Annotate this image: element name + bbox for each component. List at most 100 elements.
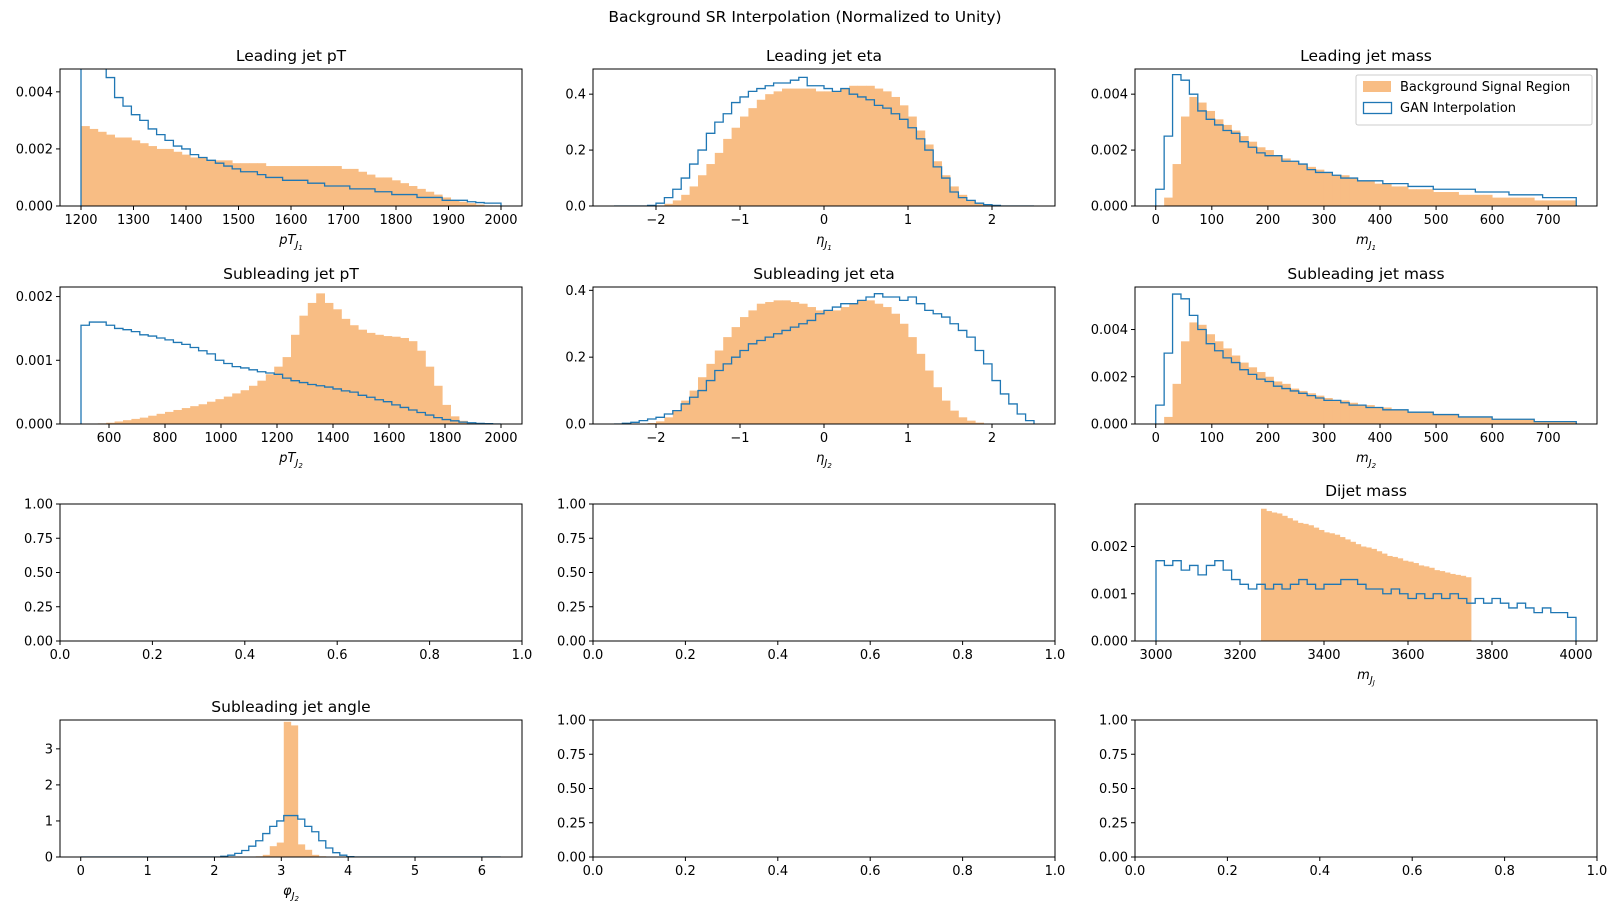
x-tick-label: 5 (411, 864, 419, 879)
bar (1231, 130, 1241, 206)
x-tick-label: 600 (1480, 431, 1505, 446)
bar (375, 334, 384, 424)
bar (966, 200, 976, 206)
bar (689, 186, 699, 206)
bar (1399, 409, 1409, 424)
x-tick-label: 1200 (64, 213, 97, 228)
bar (1492, 419, 1501, 424)
bar (1340, 175, 1350, 206)
panel-leading-mass: 0 100 200 300 400 500 600 700 0.000 0.002 0.004 Lea… (1091, 47, 1598, 252)
bar (1424, 412, 1434, 424)
plot-area (614, 76, 1034, 206)
x-tick-label: 3600 (1391, 648, 1424, 663)
panel-title: Subleading jet mass (1287, 265, 1444, 283)
bar (975, 203, 984, 206)
bar (299, 166, 309, 206)
bar (773, 300, 783, 424)
x-tick-label: 2 (988, 213, 996, 228)
panel-empty-r4c2: 0.0 0.2 0.4 0.6 0.8 1.0 0.00 0.25 0.50 0.75 1.00 (557, 714, 1065, 880)
x-tick-label: −2 (646, 213, 665, 228)
x-tick-label: 1.0 (512, 648, 533, 663)
bar (1290, 388, 1300, 424)
x-tick-label: 1.0 (1045, 648, 1066, 663)
bar (1239, 136, 1249, 206)
bar (1424, 189, 1434, 206)
bar (1287, 518, 1293, 641)
bar (156, 148, 166, 206)
x-tick-label: 1000 (204, 431, 237, 446)
x-tick-label: −2 (646, 431, 665, 446)
bar (467, 203, 477, 206)
bar (223, 160, 233, 206)
bar (106, 422, 115, 424)
bar (874, 88, 884, 206)
bar (391, 336, 401, 424)
bar (790, 302, 800, 424)
bar (966, 420, 976, 424)
bar (1307, 166, 1316, 206)
x-tick-label: 0.0 (1125, 864, 1146, 879)
bar (1256, 147, 1266, 206)
panels: 1200 1300 1400 1500 1600 1700 1800 1900 20000.00… (16, 47, 1608, 903)
bar (1239, 362, 1249, 424)
y-tick-label: 0.002 (1091, 540, 1128, 555)
bar (1458, 416, 1468, 424)
x-tick-label: 300 (1312, 213, 1337, 228)
panel-leading-eta: −2 −1 0 1 2 0.0 0.2 0.4 Leading jet eta ηJ1 (565, 47, 1056, 252)
bar (257, 163, 267, 206)
x-tick-label: 0.8 (952, 648, 973, 663)
bar (1164, 416, 1173, 424)
bar (1500, 419, 1510, 424)
bar (1391, 186, 1401, 206)
bar (215, 399, 225, 424)
bar (1525, 419, 1535, 424)
bar (782, 88, 791, 206)
bar (832, 310, 842, 424)
bar (924, 144, 934, 206)
bar (131, 140, 141, 206)
y-tick-label: 1.00 (557, 714, 586, 729)
x-axis-label: ηJ1 (816, 233, 832, 252)
bar (307, 302, 317, 424)
bar (1329, 533, 1335, 641)
bar (1483, 194, 1493, 206)
bar (148, 146, 157, 206)
bar (1206, 334, 1216, 424)
bar (358, 329, 367, 424)
bar (1466, 416, 1476, 424)
bar (89, 128, 99, 206)
bar (1298, 164, 1308, 206)
x-tick-label: 600 (1480, 213, 1505, 228)
panel-empty-r4c3: 0.0 0.2 0.4 0.6 0.8 1.0 0.00 0.25 0.50 0.75 1.00 (1099, 714, 1607, 880)
y-tick-label: 0.002 (16, 290, 53, 305)
bar (1315, 169, 1325, 206)
bar (840, 88, 850, 206)
bar (383, 336, 393, 424)
x-tick-label: 1200 (260, 431, 293, 446)
bar (349, 325, 359, 424)
bar (941, 175, 951, 206)
bar (341, 318, 351, 424)
bar (123, 420, 132, 424)
bar (442, 404, 451, 424)
bar (1223, 124, 1232, 206)
bar (282, 166, 292, 206)
plot-area (80, 293, 501, 424)
bar (1475, 194, 1485, 206)
bar (1214, 341, 1224, 424)
bar (958, 417, 968, 424)
bar (232, 393, 241, 424)
bar (304, 849, 313, 857)
bar (1357, 405, 1367, 424)
bar (1542, 421, 1552, 424)
y-tick-label: 3 (45, 742, 53, 757)
bar (1559, 200, 1569, 206)
y-tick-label: 0.25 (557, 816, 586, 831)
y-tick-label: 0.002 (16, 142, 53, 157)
bar (714, 350, 724, 424)
bar (748, 108, 758, 206)
bar (1450, 414, 1459, 424)
bar (681, 400, 690, 424)
x-tick-label: 800 (153, 431, 178, 446)
